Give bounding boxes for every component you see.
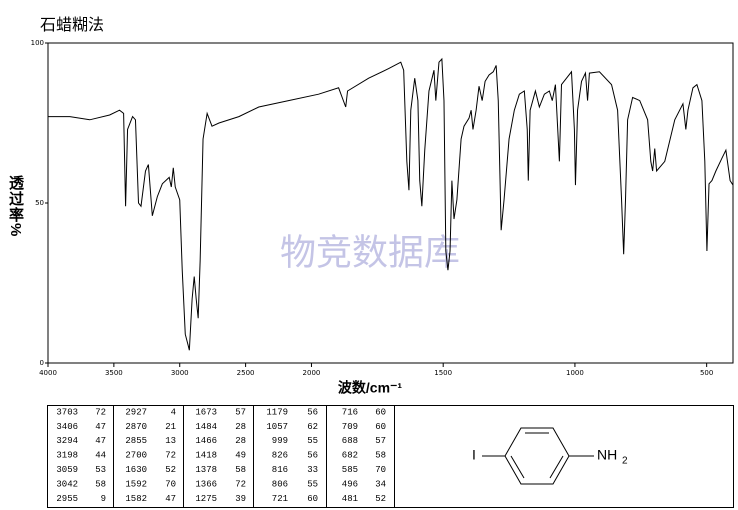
- y-axis-label: 透过率%: [7, 175, 24, 238]
- peak-wavenumber: 3406: [56, 422, 78, 432]
- peak-transmittance: 72: [95, 407, 106, 417]
- peak-wavenumber: 1275: [195, 494, 217, 504]
- peak-wavenumber: 2955: [56, 494, 78, 504]
- peak-wavenumber: 3042: [56, 479, 78, 489]
- peak-transmittance: 52: [375, 494, 386, 504]
- x-axis-label: 波数/cm⁻¹: [338, 380, 403, 396]
- x-tick-label: 3000: [171, 369, 189, 377]
- peak-wavenumber: 1466: [195, 436, 217, 446]
- peak-wavenumber: 481: [342, 494, 358, 504]
- peak-transmittance: 57: [235, 407, 246, 417]
- peak-wavenumber: 1673: [195, 407, 217, 417]
- chart-title: 石蜡糊法: [40, 16, 104, 34]
- peak-wavenumber: 2870: [125, 422, 147, 432]
- peak-transmittance: 56: [307, 407, 318, 417]
- table-frame: [47, 405, 734, 508]
- peak-transmittance: 21: [165, 422, 176, 432]
- peak-transmittance: 60: [375, 422, 386, 432]
- peak-wavenumber: 2927: [125, 407, 147, 417]
- x-tick-label: 2500: [237, 369, 255, 377]
- peak-transmittance: 34: [375, 479, 386, 489]
- peak-transmittance: 28: [235, 436, 246, 446]
- y-tick-label: 100: [31, 39, 44, 47]
- peak-wavenumber: 1057: [266, 422, 288, 432]
- peak-transmittance: 58: [95, 479, 106, 489]
- y-tick-label: 0: [40, 359, 44, 367]
- peak-transmittance: 60: [375, 407, 386, 417]
- watermark: 物竞数据库: [280, 232, 460, 273]
- iodine-label: I: [472, 447, 476, 463]
- peak-wavenumber: 1582: [125, 494, 147, 504]
- peak-transmittance: 60: [307, 494, 318, 504]
- peak-wavenumber: 826: [272, 451, 288, 461]
- double-bond: [510, 455, 525, 479]
- peak-transmittance: 70: [165, 479, 176, 489]
- x-tick-label: 2000: [303, 369, 321, 377]
- peak-transmittance: 58: [375, 451, 386, 461]
- peak-wavenumber: 1630: [125, 465, 147, 475]
- peak-wavenumber: 999: [272, 436, 288, 446]
- peak-transmittance: 28: [235, 422, 246, 432]
- peak-transmittance: 47: [95, 422, 106, 432]
- peak-wavenumber: 1378: [195, 465, 217, 475]
- peak-wavenumber: 709: [342, 422, 358, 432]
- peak-wavenumber: 682: [342, 451, 358, 461]
- peak-transmittance: 44: [95, 451, 106, 461]
- peak-transmittance: 58: [235, 465, 246, 475]
- amine-subscript: 2: [622, 456, 628, 467]
- peak-transmittance: 9: [101, 494, 106, 504]
- peak-wavenumber: 2700: [125, 451, 147, 461]
- peak-wavenumber: 1592: [125, 479, 147, 489]
- peak-transmittance: 55: [307, 436, 318, 446]
- peak-wavenumber: 1418: [195, 451, 217, 461]
- double-bond: [549, 455, 564, 479]
- peak-wavenumber: 496: [342, 479, 358, 489]
- peak-transmittance: 47: [165, 494, 176, 504]
- peak-wavenumber: 721: [272, 494, 288, 504]
- peak-wavenumber: 1484: [195, 422, 217, 432]
- peak-transmittance: 56: [307, 451, 318, 461]
- spectrum-line: [48, 57, 734, 351]
- x-tick-label: 3500: [105, 369, 123, 377]
- peak-transmittance: 72: [235, 479, 246, 489]
- peak-wavenumber: 3703: [56, 407, 78, 417]
- peak-transmittance: 72: [165, 451, 176, 461]
- x-tick-label: 4000: [39, 369, 57, 377]
- x-tick-label: 1500: [434, 369, 452, 377]
- peak-transmittance: 53: [95, 465, 106, 475]
- peak-transmittance: 55: [307, 479, 318, 489]
- amine-label: NH: [597, 447, 617, 463]
- x-tick-label: 500: [700, 369, 713, 377]
- peak-wavenumber: 688: [342, 436, 358, 446]
- peak-transmittance: 57: [375, 436, 386, 446]
- peak-transmittance: 49: [235, 451, 246, 461]
- peak-wavenumber: 585: [342, 465, 358, 475]
- benzene-ring: [504, 427, 570, 485]
- peak-transmittance: 52: [165, 465, 176, 475]
- peak-wavenumber: 3059: [56, 465, 78, 475]
- peak-transmittance: 70: [375, 465, 386, 475]
- peak-wavenumber: 716: [342, 407, 358, 417]
- peak-wavenumber: 816: [272, 465, 288, 475]
- peak-wavenumber: 1179: [266, 407, 288, 417]
- plot-frame: [47, 42, 734, 364]
- y-tick-label: 50: [35, 199, 44, 207]
- peak-wavenumber: 2855: [125, 436, 147, 446]
- peak-transmittance: 62: [307, 422, 318, 432]
- peak-wavenumber: 1366: [195, 479, 217, 489]
- x-tick-label: 1000: [566, 369, 584, 377]
- peak-wavenumber: 3198: [56, 451, 78, 461]
- structure: [482, 427, 594, 485]
- peak-transmittance: 39: [235, 494, 246, 504]
- peak-wavenumber: 806: [272, 479, 288, 489]
- peak-transmittance: 47: [95, 436, 106, 446]
- peak-transmittance: 33: [307, 465, 318, 475]
- peak-transmittance: 4: [171, 407, 176, 417]
- peak-wavenumber: 3294: [56, 436, 78, 446]
- peak-transmittance: 13: [165, 436, 176, 446]
